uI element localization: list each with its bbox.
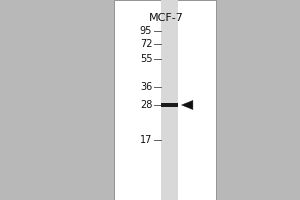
Text: 72: 72 [140, 39, 152, 49]
Bar [161, 103, 178, 107]
Text: 55: 55 [140, 54, 152, 64]
Polygon shape [182, 100, 193, 110]
Text: 17: 17 [140, 135, 152, 145]
Bar [161, 0, 178, 200]
Text: 28: 28 [140, 100, 152, 110]
Text: MCF-7: MCF-7 [149, 13, 184, 23]
Text: 95: 95 [140, 26, 152, 36]
Text: 36: 36 [140, 82, 152, 92]
Bar [114, 0, 216, 200]
